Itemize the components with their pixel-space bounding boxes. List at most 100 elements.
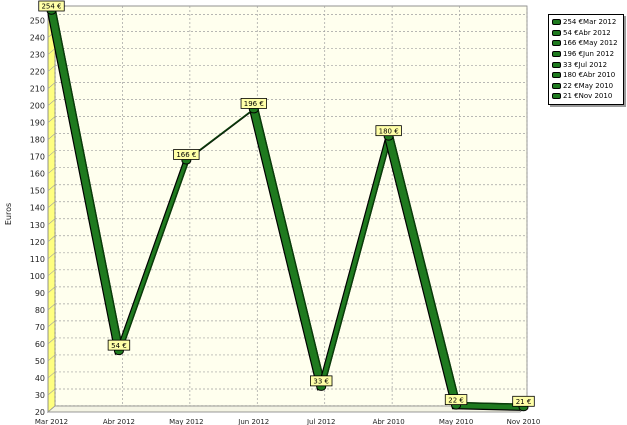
x-tick-label: Mar 2012: [35, 418, 68, 425]
x-tick-label: Jun 2012: [237, 418, 269, 425]
data-labels: 254 € 54 € 166 € 196 € 33 € 180 € 22 € 21 €: [38, 0, 535, 407]
legend-label: 21 €Nov 2010: [563, 92, 613, 101]
grid-line-side: [47, 184, 56, 191]
data-label: 33 €: [310, 375, 333, 387]
data-label: 196 €: [240, 98, 267, 109]
y-tick-label: 140: [30, 204, 45, 213]
grid-line-side: [47, 116, 56, 123]
y-tick-label: 210: [30, 85, 45, 94]
legend-label: 33 €Jul 2012: [563, 60, 608, 69]
grid-line-side: [47, 388, 56, 396]
data-label-box: [107, 339, 131, 351]
line-segment-top-edge: [54, 7, 124, 349]
legend-swatch: [552, 82, 561, 89]
data-label: 22 €: [444, 394, 468, 405]
x-tick-label: May 2012: [169, 418, 204, 425]
legend-swatch: [552, 93, 561, 100]
legend-item: 196 €Jun 2012: [552, 49, 623, 60]
y-tick-label: 230: [30, 51, 45, 60]
data-label: 180 €: [375, 125, 402, 137]
y-tick-label: 120: [30, 238, 45, 247]
grid-line-side: [47, 218, 56, 225]
data-label-box: [375, 125, 402, 137]
x-tick-label: Jul 2012: [306, 418, 336, 425]
y-tick-label: 180: [30, 136, 45, 145]
y-tick-label: 240: [30, 34, 45, 43]
y-tick-label: 110: [30, 255, 45, 264]
y-tick-label: 90: [35, 289, 45, 298]
data-label-text: 196 €: [244, 100, 264, 108]
y-tick-label: 50: [35, 357, 45, 366]
x-tick-label: May 2010: [439, 418, 474, 425]
legend-item: 166 €May 2012: [552, 38, 623, 49]
legend-label: 196 €Jun 2012: [563, 50, 615, 59]
data-label: 254 €: [38, 0, 65, 12]
grid-line-side: [47, 99, 56, 106]
data-label-text: 180 €: [379, 127, 399, 135]
grid-line-side: [47, 405, 56, 413]
grid-line-side: [47, 354, 56, 362]
grid-line-side: [47, 320, 56, 328]
y-axis-ticks: 20 30 40 50 60 70 80 90 100 110 120 130 140 150 160 170…: [30, 17, 45, 417]
grid-line-side: [47, 65, 56, 72]
y-tick-label: 70: [35, 323, 45, 332]
y-tick-label: 170: [30, 153, 45, 162]
grid-line-side: [47, 48, 56, 55]
y-tick-label: 40: [35, 374, 45, 383]
legend-label: 22 €May 2010: [563, 81, 614, 90]
legend-swatch: [552, 40, 561, 47]
data-label-box: [512, 395, 535, 407]
grid-line-side: [47, 252, 56, 260]
y-tick-label: 190: [30, 119, 45, 128]
data-label-text: 54 €: [111, 342, 127, 350]
y-tick-label: 30: [35, 391, 45, 400]
grid-line-side: [47, 150, 56, 157]
y-tick-label: 130: [30, 221, 45, 230]
x-tick-label: Abr 2010: [373, 418, 405, 425]
data-label-box: [310, 375, 333, 387]
side-wall: [47, 5, 56, 413]
line-segment-top-edge: [189, 105, 258, 159]
y-tick-label: 60: [35, 340, 45, 349]
series-line: [46, 6, 529, 412]
legend-label: 180 €Abr 2010: [563, 71, 616, 80]
data-label: 54 €: [107, 339, 131, 351]
y-tick-label: 250: [30, 17, 45, 26]
x-tick-label: Nov 2010: [507, 418, 541, 425]
x-tick-label: Abr 2012: [103, 418, 135, 425]
y-tick-label: 100: [30, 272, 45, 281]
legend-item: 33 €Jul 2012: [552, 59, 623, 70]
line-segment-top-edge: [391, 133, 461, 403]
legend-item: 180 €Abr 2010: [552, 70, 623, 81]
grid-line-side: [47, 133, 56, 140]
y-tick-label: 20: [35, 408, 45, 417]
data-label-text: 22 €: [448, 396, 464, 404]
data-label-box: [444, 394, 468, 405]
legend-swatch: [552, 61, 561, 68]
data-label-text: 21 €: [516, 398, 532, 406]
y-tick-label: 220: [30, 68, 45, 77]
grid-line-side: [47, 286, 56, 294]
y-tick-label: 200: [30, 102, 45, 111]
data-label: 21 €: [512, 395, 535, 407]
grid-line-side: [47, 82, 56, 89]
legend-item: 21 €Nov 2010: [552, 91, 623, 102]
grid-line-side: [47, 235, 56, 243]
grid-line-side: [47, 167, 56, 174]
y-tick-label: 160: [30, 170, 45, 179]
data-label-text: 33 €: [313, 378, 329, 386]
line-segment-top-edge: [256, 106, 326, 385]
chart-walls: [46, 5, 529, 413]
data-label-box: [38, 0, 65, 12]
grid-line-side: [47, 337, 56, 345]
legend-item: 54 €Abr 2012: [552, 28, 623, 39]
legend-label: 166 €May 2012: [563, 39, 618, 48]
grid-line-side: [47, 201, 56, 208]
data-label: 166 €: [173, 149, 200, 160]
grid-line-side: [47, 303, 56, 311]
y-axis-label: Euros: [4, 203, 13, 225]
back-wall: [54, 5, 528, 407]
legend-swatch: [552, 72, 561, 79]
